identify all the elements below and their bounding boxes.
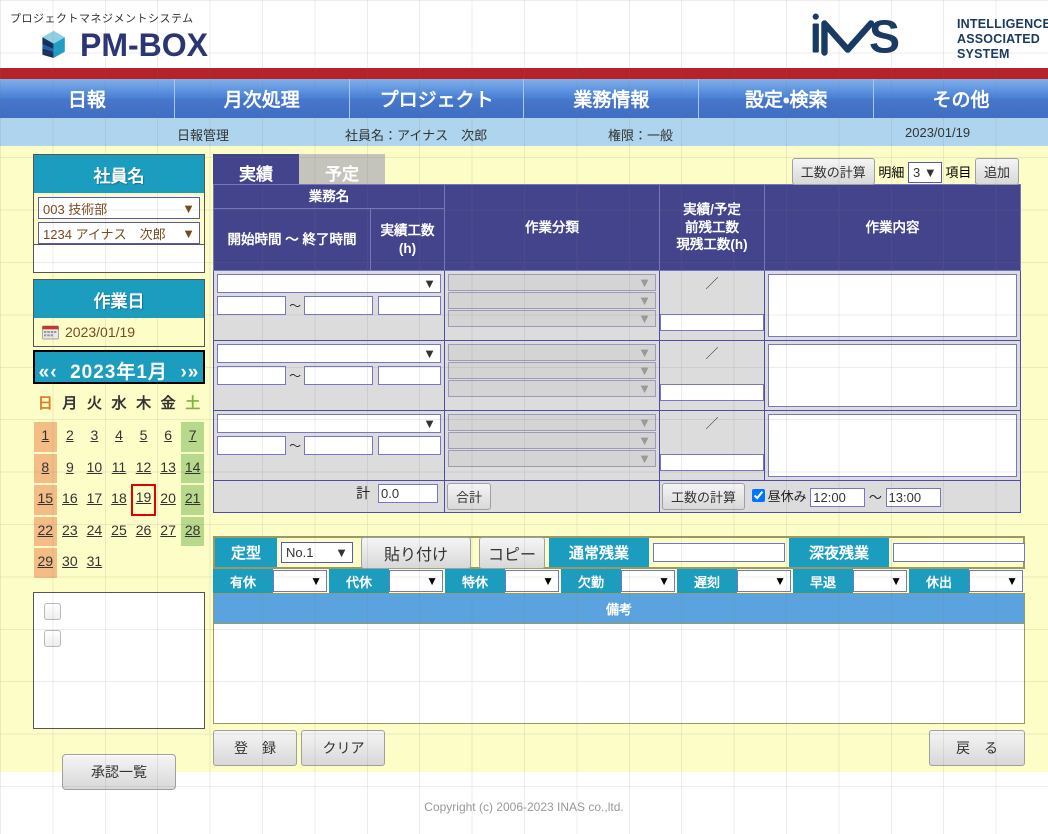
svg-text:S: S bbox=[869, 12, 900, 62]
